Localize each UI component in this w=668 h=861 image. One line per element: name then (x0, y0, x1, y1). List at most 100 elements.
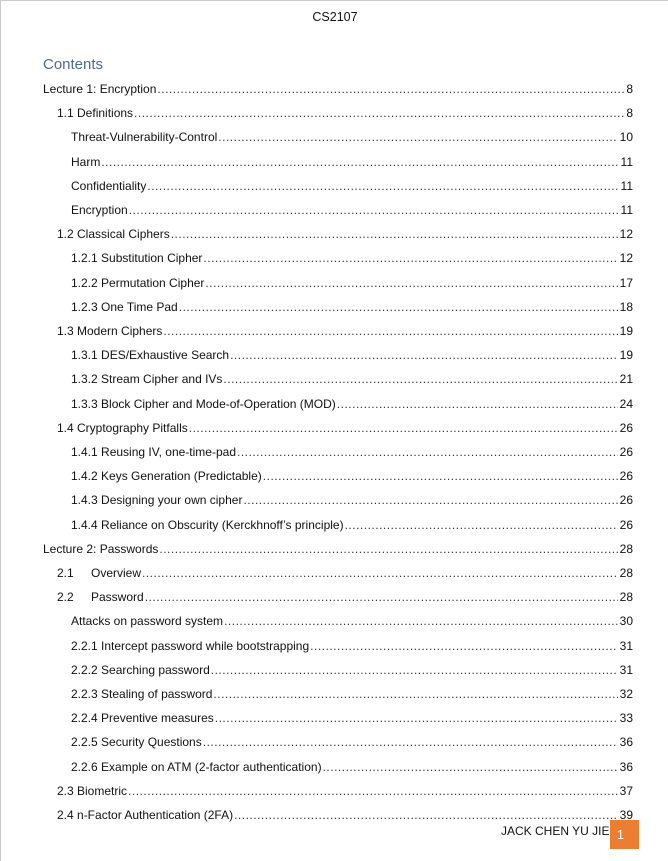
toc-entry-label: Attacks on password system (71, 614, 225, 629)
toc-entry-text: 2.4 n-Factor Authentication (2FA) (57, 808, 234, 822)
toc-entry[interactable]: 1.3.1 DES/Exhaustive Search.............… (71, 344, 633, 363)
toc-entry[interactable]: Threat-Vulnerability-Control............… (71, 126, 633, 145)
toc-entry[interactable]: Encryption..............................… (71, 199, 633, 217)
toc-entry[interactable]: Lecture 2: Passwords....................… (43, 538, 633, 556)
toc-entry-label: 2.2.6 Example on ATM (2-factor authentic… (71, 759, 323, 774)
dot-leader: ........................................… (336, 396, 618, 411)
toc-entry-page: 26 (619, 420, 633, 435)
toc-entry-text: 1.3.2 Stream Cipher and IVs (71, 372, 223, 387)
toc-entry-page: 19 (619, 348, 633, 363)
toc-entry[interactable]: Attacks on password system..............… (71, 610, 633, 629)
toc-entry-text: 2.2.2 Searching password (71, 662, 210, 677)
dot-leader: ........................................… (159, 541, 617, 556)
toc-entry-page: 8 (626, 82, 633, 96)
toc-entry-text: 1.3.1 DES/Exhaustive Search (71, 348, 230, 363)
toc-entry-page: 32 (619, 687, 633, 701)
toc-entry-text: Encryption (71, 203, 128, 217)
toc-entry[interactable]: Harm....................................… (71, 151, 633, 169)
toc-entry[interactable]: 1.4.1 Reusing IV, one-time-pad..........… (71, 441, 633, 459)
toc-entry[interactable]: 1.2.3 One Time Pad......................… (71, 296, 633, 314)
dot-leader: ........................................… (101, 154, 618, 169)
toc-entry-page: 8 (626, 106, 633, 121)
toc-entry[interactable]: 2.2.3 Stealing of password..............… (71, 683, 633, 701)
toc-entry[interactable]: Lecture 1: Encryption...................… (43, 78, 633, 96)
toc-entry-text: 1.2.1 Substitution Cipher (71, 251, 203, 266)
toc-entry-text: 2.3 Biometric (57, 783, 128, 798)
toc-entry-page: 31 (619, 638, 633, 653)
toc-entry-label: 1.2.2 Permutation Cipher (71, 275, 206, 290)
dot-leader: ........................................… (144, 590, 618, 605)
toc-entry[interactable]: 1.2.2 Permutation Cipher................… (71, 272, 633, 290)
toc-entry[interactable]: 2.4 n-Factor Authentication (2FA).......… (57, 804, 633, 822)
toc-entry-label: 1.4.1 Reusing IV, one-time-pad (71, 445, 237, 459)
toc-entry[interactable]: 1.4.2 Keys Generation (Predictable).....… (71, 465, 633, 484)
dot-leader: ........................................… (237, 445, 618, 459)
toc-entry[interactable]: 2.2.5 Security Questions................… (71, 731, 633, 750)
dot-leader: ........................................… (322, 759, 618, 774)
dot-leader: ........................................… (234, 808, 618, 822)
toc-entry-label: 1.2.1 Substitution Cipher (71, 251, 204, 266)
toc-entry[interactable]: 1.2.1 Substitution Cipher...............… (71, 247, 633, 266)
toc-entry[interactable]: Confidentiality.........................… (71, 175, 633, 193)
toc-entry-page: 36 (619, 735, 633, 750)
dot-leader: ........................................… (203, 251, 618, 266)
toc-entry-page: 28 (619, 566, 633, 580)
toc-entry[interactable]: 1.3.2 Stream Cipher and IVs.............… (71, 368, 633, 387)
toc-entry[interactable]: 2.2.4 Preventive measures...............… (71, 707, 633, 726)
dot-leader: ........................................… (157, 82, 624, 96)
toc-entry-page: 26 (619, 445, 633, 459)
toc-entry-label: 1.4.3 Designing your own cipher (71, 493, 244, 508)
toc-entry-label: 2.2.2 Searching password (71, 662, 211, 677)
toc-entry-text: 2.2.5 Security Questions (71, 735, 202, 750)
toc-entry[interactable]: 1.1 Definitions.........................… (57, 102, 633, 121)
dot-leader: ........................................… (210, 662, 618, 677)
dot-leader: ........................................… (170, 227, 618, 242)
toc-entry[interactable]: 2.2.2 Searching password................… (71, 659, 633, 677)
toc-entry-label: 1.3.3 Block Cipher and Mode-of-Operation… (71, 396, 337, 411)
toc-entry-page: 18 (619, 299, 633, 314)
toc-entry-label: 1.3 Modern Ciphers (57, 324, 164, 338)
toc-entry-page: 12 (619, 227, 633, 242)
toc-entry[interactable]: 1.3 Modern Ciphers......................… (57, 320, 633, 338)
toc-entry-page: 19 (619, 324, 633, 338)
toc-entry[interactable]: 1.3.3 Block Cipher and Mode-of-Operation… (71, 393, 633, 411)
toc-entry[interactable]: 2.2.1 Intercept password while bootstrap… (71, 635, 633, 653)
toc-entry-page: 11 (620, 203, 633, 217)
dot-leader: ........................................… (147, 178, 619, 193)
toc-entry-page: 36 (619, 759, 633, 774)
dot-leader: ........................................… (128, 783, 618, 798)
toc-entry-label: 1.2.3 One Time Pad (71, 299, 179, 314)
toc-entry-text: 1.4.2 Keys Generation (Predictable) (71, 469, 262, 484)
toc-entry-text: 2.2.4 Preventive measures (71, 711, 214, 726)
toc-entry-page: 26 (619, 517, 633, 532)
toc-entry-text: 1.4.4 Reliance on Obscurity (Kerckhnoff’… (71, 517, 344, 532)
toc-entry-label: 1.1 Definitions (57, 106, 135, 121)
toc-entry[interactable]: 1.4 Cryptography Pitfalls...............… (57, 417, 633, 435)
dot-leader: ........................................… (223, 372, 618, 387)
dot-leader: ........................................… (202, 735, 618, 750)
toc-entry-label: 1.3.2 Stream Cipher and IVs (71, 372, 224, 387)
toc-entry-page: 11 (620, 154, 633, 169)
toc-entry[interactable]: 2.3 Biometric...........................… (57, 780, 633, 798)
toc-entry-page: 24 (619, 396, 633, 411)
toc-entry-text: Overview (91, 566, 142, 580)
dot-leader: ........................................… (262, 469, 618, 484)
dot-leader: ........................................… (205, 275, 617, 290)
toc-entry-text: Lecture 1: Encryption (43, 82, 157, 96)
toc-title: Contents (43, 56, 104, 73)
toc-entry[interactable]: 2.2.6 Example on ATM (2-factor authentic… (71, 756, 633, 774)
toc-entry-text: 1.3 Modern Ciphers (57, 324, 163, 338)
toc-entry-label: 1.3.1 DES/Exhaustive Search (71, 348, 231, 363)
toc-entry-text: 1.2.2 Permutation Cipher (71, 275, 205, 290)
toc-entry[interactable]: 1.2 Classical Ciphers...................… (57, 223, 633, 242)
toc-entry[interactable]: 2.2 Password.............................… (57, 586, 633, 605)
toc-entry-label: 2.2.1 Intercept password while bootstrap… (71, 638, 311, 653)
toc-entry-text: Attacks on password system (71, 614, 224, 629)
toc-entry-text: Confidentiality (71, 178, 147, 193)
toc-entry[interactable]: 2.1 Overview.............................… (57, 562, 633, 580)
toc-entry[interactable]: 1.4.4 Reliance on Obscurity (Kerckhnoff’… (71, 514, 633, 532)
toc-entry-number: 2.2 (57, 590, 74, 605)
footer-author: JACK CHEN YU JIE (501, 824, 610, 838)
toc-entry-number: 2.1 (57, 566, 74, 580)
toc-entry[interactable]: 1.4.3 Designing your own cipher.........… (71, 489, 633, 508)
